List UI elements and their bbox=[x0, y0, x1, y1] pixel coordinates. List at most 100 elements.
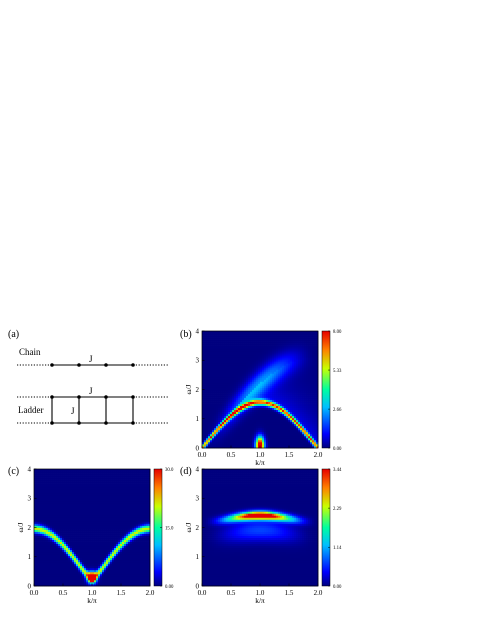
heatmap-cell bbox=[276, 412, 278, 414]
heatmap-cell bbox=[274, 347, 276, 349]
heatmap-cell bbox=[48, 493, 50, 495]
heatmap-cell bbox=[208, 400, 210, 402]
heatmap-cell bbox=[246, 359, 248, 361]
heatmap-cell bbox=[236, 390, 238, 392]
heatmap-cell bbox=[272, 418, 274, 420]
heatmap-cell bbox=[78, 528, 80, 530]
heatmap-cell bbox=[246, 341, 248, 343]
heatmap-cell bbox=[214, 426, 216, 428]
heatmap-cell bbox=[304, 408, 306, 410]
heatmap-cell bbox=[56, 552, 58, 554]
heatmap-cell bbox=[38, 570, 40, 572]
heatmap-cell bbox=[284, 333, 286, 335]
heatmap-cell bbox=[42, 487, 44, 489]
heatmap-cell bbox=[80, 542, 82, 544]
heatmap-cell bbox=[206, 418, 208, 420]
heatmap-cell bbox=[38, 511, 40, 513]
heatmap-cell bbox=[66, 497, 68, 499]
heatmap-cell bbox=[54, 556, 56, 558]
heatmap-cell bbox=[268, 345, 270, 347]
heatmap-cell bbox=[252, 369, 254, 371]
heatmap-cell bbox=[212, 355, 214, 357]
heatmap-cell bbox=[66, 534, 68, 536]
heatmap-cell bbox=[248, 432, 250, 434]
heatmap-cell bbox=[246, 361, 248, 363]
heatmap-cell bbox=[206, 434, 208, 436]
heatmap-cell bbox=[290, 422, 292, 424]
heatmap-cell bbox=[214, 339, 216, 341]
heatmap-cell bbox=[86, 485, 88, 487]
heatmap-cell bbox=[262, 442, 264, 444]
heatmap-cell bbox=[314, 436, 316, 438]
heatmap-cell bbox=[260, 422, 262, 424]
heatmap-cell bbox=[64, 572, 66, 574]
heatmap-cell bbox=[292, 406, 294, 408]
heatmap-cell bbox=[48, 519, 50, 521]
heatmap-cell bbox=[280, 367, 282, 369]
heatmap-cell bbox=[280, 422, 282, 424]
heatmap-cell bbox=[308, 353, 310, 355]
heatmap-cell bbox=[260, 442, 262, 444]
heatmap-cell bbox=[262, 381, 264, 383]
heatmap-cell bbox=[286, 345, 288, 347]
heatmap-cell bbox=[224, 418, 226, 420]
heatmap-cell bbox=[254, 341, 256, 343]
heatmap-cell bbox=[292, 436, 294, 438]
heatmap-cell bbox=[224, 432, 226, 434]
heatmap-cell bbox=[74, 493, 76, 495]
heatmap-cell bbox=[72, 479, 74, 481]
heatmap-cell bbox=[286, 383, 288, 385]
heatmap-cell bbox=[230, 347, 232, 349]
heatmap-cell bbox=[250, 333, 252, 335]
heatmap-cell bbox=[244, 444, 246, 446]
heatmap-cell bbox=[252, 422, 254, 424]
heatmap-cell bbox=[292, 414, 294, 416]
heatmap-cell bbox=[274, 337, 276, 339]
heatmap-cell bbox=[274, 396, 276, 398]
heatmap-cell bbox=[268, 355, 270, 357]
heatmap-cell bbox=[86, 523, 88, 525]
heatmap-cell bbox=[72, 558, 74, 560]
heatmap-cell bbox=[236, 432, 238, 434]
heatmap-cell bbox=[242, 422, 244, 424]
heatmap-cell bbox=[222, 367, 224, 369]
heatmap-cell bbox=[62, 477, 64, 479]
heatmap-cell bbox=[62, 507, 64, 509]
heatmap-cell bbox=[252, 444, 254, 446]
heatmap-cell bbox=[86, 475, 88, 477]
heatmap-cell bbox=[64, 505, 66, 507]
heatmap-cell bbox=[66, 491, 68, 493]
heatmap-cell bbox=[280, 355, 282, 357]
heatmap-cell bbox=[206, 345, 208, 347]
heatmap-cell bbox=[54, 485, 56, 487]
heatmap-cell bbox=[314, 392, 316, 394]
heatmap-cell bbox=[76, 534, 78, 536]
heatmap-cell bbox=[48, 544, 50, 546]
heatmap-cell bbox=[74, 528, 76, 530]
heatmap-cell bbox=[220, 377, 222, 379]
heatmap-cell bbox=[248, 337, 250, 339]
heatmap-cell bbox=[256, 406, 258, 408]
heatmap-cell bbox=[232, 428, 234, 430]
heatmap-cell bbox=[268, 390, 270, 392]
heatmap-cell bbox=[68, 538, 70, 540]
heatmap-cell bbox=[248, 420, 250, 422]
heatmap-cell bbox=[300, 398, 302, 400]
heatmap-cell bbox=[58, 578, 60, 580]
heatmap-cell bbox=[82, 487, 84, 489]
heatmap-cell bbox=[76, 544, 78, 546]
heatmap-cell bbox=[246, 444, 248, 446]
heatmap-cell bbox=[224, 436, 226, 438]
heatmap-cell bbox=[298, 422, 300, 424]
heatmap-cell bbox=[308, 367, 310, 369]
heatmap-cell bbox=[314, 339, 316, 341]
heatmap-cell bbox=[212, 385, 214, 387]
heatmap-cell bbox=[202, 408, 204, 410]
heatmap-cell bbox=[278, 367, 280, 369]
heatmap-cell bbox=[220, 353, 222, 355]
heatmap-cell bbox=[292, 381, 294, 383]
heatmap-cell bbox=[272, 398, 274, 400]
heatmap-cell bbox=[68, 507, 70, 509]
heatmap-cell bbox=[50, 471, 52, 473]
heatmap-cell bbox=[312, 420, 314, 422]
